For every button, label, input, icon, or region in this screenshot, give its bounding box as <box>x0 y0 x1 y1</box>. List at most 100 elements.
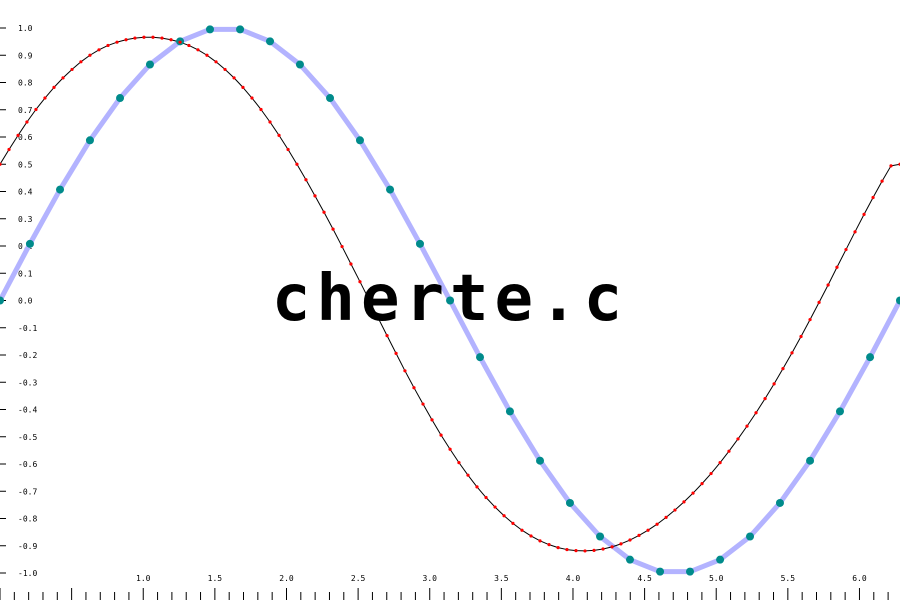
series-2-point <box>266 37 275 46</box>
y-tick-label: 0.0 <box>18 297 33 306</box>
series-1-point <box>250 96 254 100</box>
series-1-point <box>133 36 137 40</box>
series-1-point <box>16 133 20 137</box>
series-1-point <box>124 38 128 42</box>
series-2-point <box>25 239 34 248</box>
series-2-point <box>596 532 605 541</box>
series-1-point <box>781 367 785 371</box>
series-1-point <box>160 36 164 40</box>
series-1-point <box>646 528 650 532</box>
series-2-point <box>205 25 214 34</box>
series-1-point <box>853 230 857 234</box>
series-1-point <box>43 96 47 100</box>
series-1-point <box>304 178 308 182</box>
y-tick-label: -0.5 <box>18 433 37 442</box>
x-tick-label: 5.0 <box>709 574 724 583</box>
x-tick-label: 4.5 <box>637 574 652 583</box>
y-tick-label: 0.4 <box>18 188 33 197</box>
series-2-point <box>145 60 154 69</box>
y-tick-label: 0.7 <box>18 106 33 115</box>
y-tick-label: -0.7 <box>18 487 37 496</box>
series-2-point <box>536 456 545 465</box>
series-1-point <box>664 515 668 520</box>
series-1-point <box>772 382 776 386</box>
y-tick-label: -0.4 <box>18 406 37 415</box>
series-1-point <box>313 194 317 198</box>
series-1-point <box>655 522 659 526</box>
series-1-point <box>628 538 632 542</box>
series-1-point <box>394 351 398 355</box>
series-1-point <box>565 547 569 552</box>
series-2-point <box>386 185 395 194</box>
series-1-point <box>457 461 461 465</box>
series-1-point <box>70 67 74 72</box>
x-tick-label: 6.0 <box>852 574 867 583</box>
series-2-point <box>806 456 815 465</box>
x-tick-label: 1.5 <box>208 574 223 583</box>
series-1-point <box>439 433 443 437</box>
x-tick-label: 2.0 <box>279 574 294 583</box>
y-tick-label: 1.0 <box>18 24 33 33</box>
series-1-point <box>169 38 173 42</box>
y-tick-label: 0.9 <box>18 51 33 60</box>
series-1-point <box>322 210 326 214</box>
series-2-point <box>326 94 335 103</box>
series-1-point <box>358 280 362 284</box>
series-1-point <box>682 500 686 504</box>
series-1-point <box>178 40 182 44</box>
series-1-point <box>286 147 290 152</box>
series-2-point <box>85 136 94 145</box>
series-1-point <box>592 548 596 552</box>
series-1-point <box>574 549 578 553</box>
series-1-point <box>556 546 560 550</box>
series-1-point <box>466 473 470 477</box>
series-1-point <box>448 447 452 451</box>
series-1-point <box>376 316 380 320</box>
series-1-point <box>151 35 155 39</box>
series-1-point <box>844 247 848 252</box>
series-1-point <box>223 67 227 72</box>
y-tick-label: -0.6 <box>18 460 37 469</box>
series-1-point <box>790 351 794 355</box>
series-1-point <box>484 495 488 500</box>
series-2-point <box>625 555 634 564</box>
y-tick-label: 0.1 <box>18 269 33 278</box>
series-1-point <box>637 533 641 537</box>
series-1-point <box>88 53 92 57</box>
series-1-point <box>52 85 56 90</box>
series-1-point <box>241 85 245 90</box>
y-tick-label: -0.1 <box>18 324 37 333</box>
series-1-point <box>115 40 119 44</box>
series-1-point <box>799 334 803 339</box>
series-2-point <box>116 94 125 103</box>
series-1-point <box>205 53 209 57</box>
series-1-point <box>349 262 353 266</box>
series-1-point <box>196 48 200 52</box>
x-tick-label: 5.5 <box>781 574 796 583</box>
y-tick-label: -0.9 <box>18 542 37 551</box>
y-tick-label: 0.3 <box>18 215 33 224</box>
series-1-point <box>826 283 830 287</box>
series-1-point <box>763 397 767 401</box>
series-1-point <box>79 60 83 64</box>
y-tick-label: 0.6 <box>18 133 33 142</box>
series-1-point <box>232 76 236 80</box>
y-tick-label: -0.8 <box>18 515 37 524</box>
series-1-point <box>538 539 542 543</box>
series-1-point <box>862 212 866 216</box>
series-2-point <box>835 407 844 416</box>
series-1-point <box>412 386 416 390</box>
series-1-point <box>214 60 218 64</box>
y-tick-label: 0.8 <box>18 79 33 88</box>
series-1-point <box>367 298 371 302</box>
series-1-point <box>34 107 38 112</box>
series-1-point <box>106 43 110 48</box>
series-2-point <box>565 498 574 507</box>
series-1-point <box>340 244 344 249</box>
series-1-point <box>709 471 713 476</box>
series-1-point <box>385 334 389 338</box>
series-2-point <box>446 296 455 305</box>
series-1-point <box>97 48 101 52</box>
series-1-point <box>700 482 704 486</box>
series-2-point <box>476 353 485 362</box>
